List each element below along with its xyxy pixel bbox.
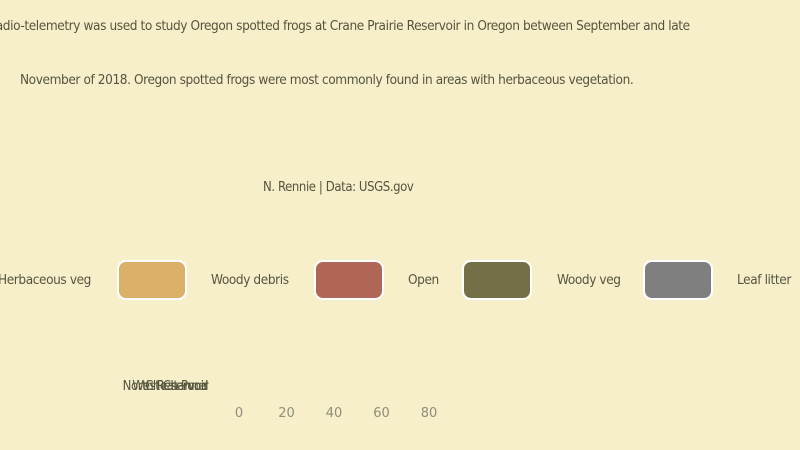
chart-subtitle-line-2: November of 2018. Oregon spotted frogs w… xyxy=(20,72,634,88)
legend-key-woody-veg xyxy=(462,260,532,300)
legend-key-woody-debris xyxy=(117,260,187,300)
x-tick-label-20: 20 xyxy=(278,406,295,421)
x-tick-label-60: 60 xyxy=(373,406,390,421)
legend-label-open: Open xyxy=(408,272,439,288)
chart-caption: N. Rennie | Data: USGS.gov xyxy=(263,180,414,195)
x-tick-label-40: 40 xyxy=(326,406,343,421)
x-tick-label-80: 80 xyxy=(421,406,438,421)
legend-label-herbaceous-veg: Herbaceous veg xyxy=(0,272,91,288)
legend-label-woody-debris: Woody debris xyxy=(211,272,289,288)
category-label-reservoir: Reservoir xyxy=(157,379,209,394)
legend-key-leaf-litter xyxy=(643,260,713,300)
category-label-west-channel: West Channel xyxy=(132,379,208,394)
x-tick-label-0: 0 xyxy=(235,406,243,421)
category-label-north-reservoir: North Reservoir xyxy=(123,379,209,394)
chart-subtitle-line-1: Radio-telemetry was used to study Oregon… xyxy=(0,18,690,34)
legend-label-leaf-litter: Leaf litter xyxy=(737,272,791,288)
legend-label-woody-veg: Woody veg xyxy=(557,272,621,288)
legend-key-open xyxy=(314,260,384,300)
category-label-cheat-pond: Cheat Pond xyxy=(145,379,208,394)
